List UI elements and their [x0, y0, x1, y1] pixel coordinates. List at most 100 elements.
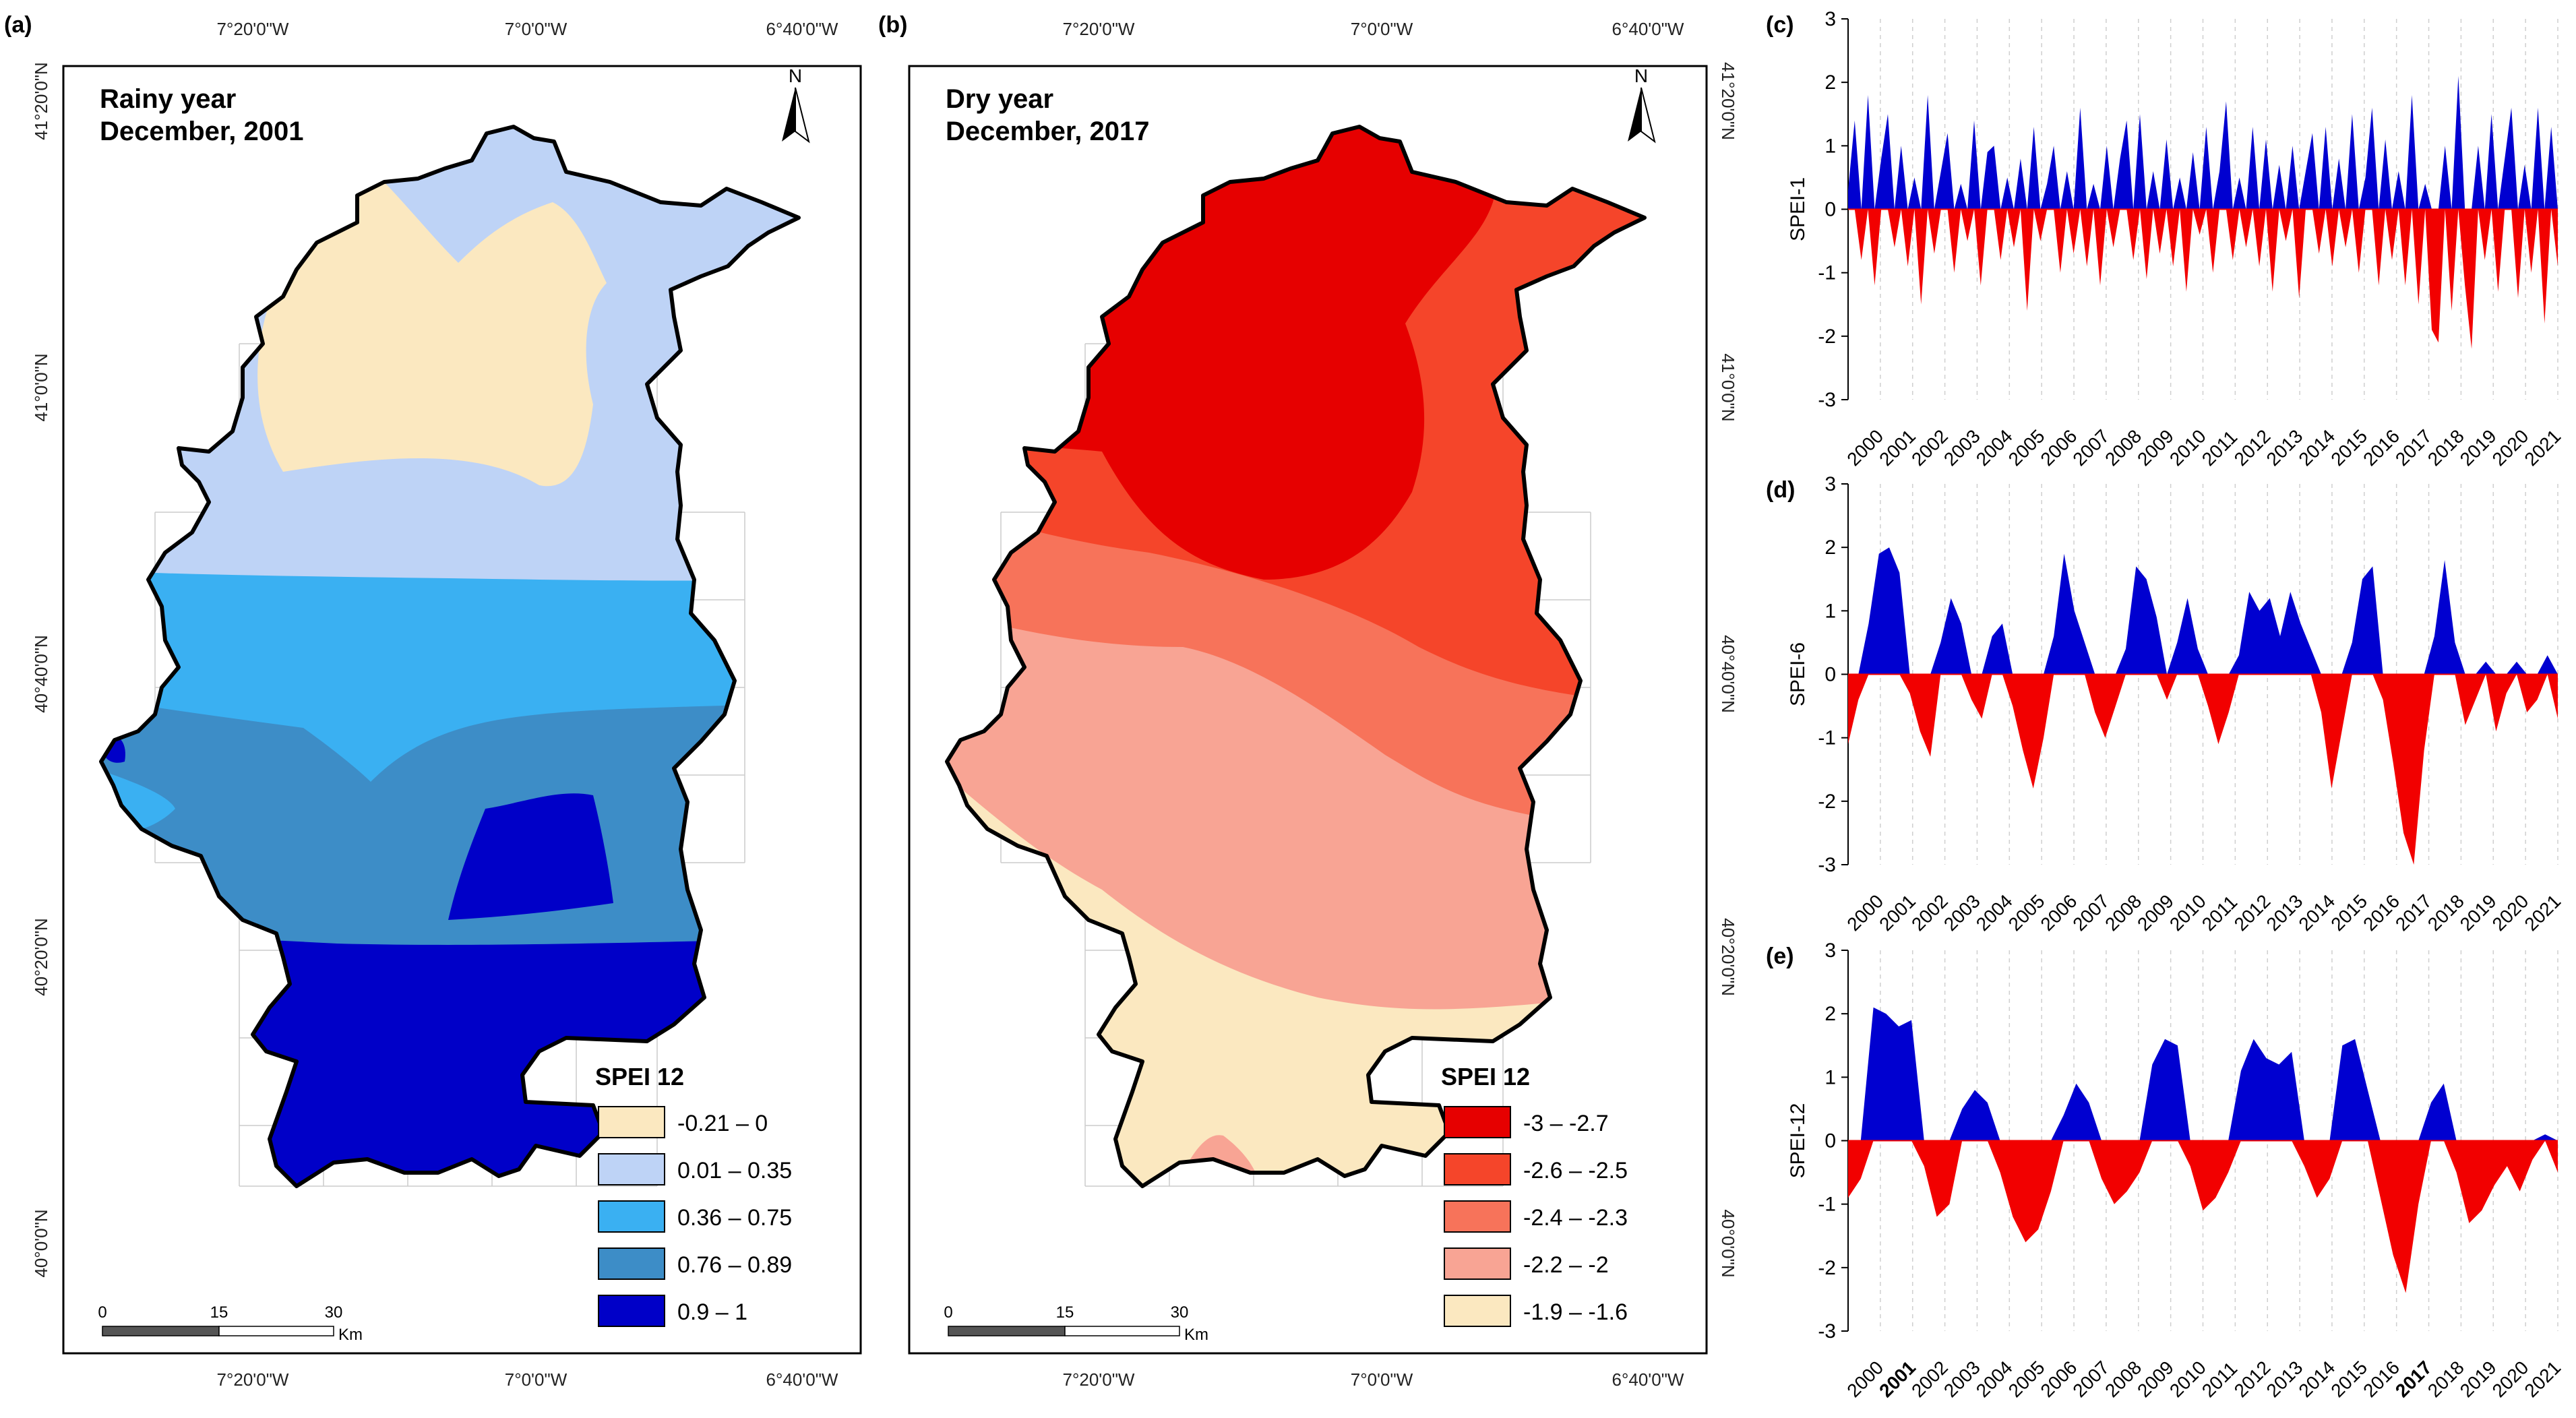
x-tick-label: 2002 [1907, 890, 1952, 935]
panel-a-legend-title: SPEI 12 [595, 1063, 684, 1090]
legend-a-swatch-3 [598, 1200, 665, 1233]
panel-b-top-coord-3: 6°40'0"W [1612, 19, 1684, 39]
y-tick-label: -3 [1818, 1320, 1836, 1343]
svg-text:N: N [789, 65, 802, 86]
x-tick-label: 2002 [1907, 425, 1952, 470]
x-tick-label: 2018 [2424, 890, 2468, 935]
panel-b-legend-title: SPEI 12 [1441, 1063, 1530, 1090]
y-axis-label: SPEI-1 [1787, 177, 1809, 241]
x-tick-label: 2014 [2294, 1357, 2339, 1401]
x-tick-label: 2000 [1843, 425, 1887, 470]
y-tick-label: 0 [1824, 199, 1836, 221]
panel-a-bottom-coord-2: 7°0'0"W [505, 1369, 568, 1390]
x-tick-label: 2010 [2166, 890, 2210, 935]
legend-b-swatch-3 [1444, 1200, 1511, 1233]
panel-a-left-coord-1: 41°20'0"N [31, 62, 51, 140]
y-tick-label: -3 [1818, 854, 1836, 876]
zone-a-5 [257, 175, 607, 487]
panel-b-right-coord-1: 41°20'0"N [1718, 62, 1738, 140]
y-tick-label: -2 [1818, 791, 1836, 813]
series-negative-area [1848, 674, 2558, 865]
panel-b-map: (b) 7°20'0"W 7°0'0"W 6°40'0"W 7°20'0"W 7… [878, 12, 1738, 1390]
y-tick-label: -2 [1818, 1257, 1836, 1279]
chart-panel-label: (e) [1766, 944, 1794, 969]
legend-a-label-3: 0.36 – 0.75 [677, 1205, 792, 1231]
y-tick-label: 0 [1824, 664, 1836, 686]
panel-b-bottom-coord-3: 6°40'0"W [1612, 1369, 1684, 1390]
x-tick-label: 2007 [2068, 425, 2113, 470]
legend-a-swatch-5 [598, 1295, 665, 1327]
x-tick-label: 2006 [2037, 1357, 2081, 1401]
x-tick-label: 2005 [2004, 1357, 2049, 1401]
x-tick-label: 2021 [2520, 425, 2565, 470]
svg-text:Km: Km [338, 1326, 363, 1344]
panel-a-label: (a) [4, 12, 32, 38]
x-tick-label: 2007 [2068, 890, 2113, 935]
x-tick-label: 2000 [1843, 890, 1887, 935]
panel-a-scale-bar: 0 15 30 Km [98, 1303, 363, 1344]
legend-b-label-5: -1.9 – -1.6 [1523, 1299, 1628, 1325]
legend-b-swatch-5 [1444, 1295, 1511, 1327]
x-tick-label: 2004 [1972, 1357, 2017, 1401]
panel-b-bottom-coord-2: 7°0'0"W [1351, 1369, 1413, 1390]
y-axis-label: SPEI-6 [1787, 642, 1809, 706]
y-tick-label: 1 [1824, 1066, 1836, 1088]
x-tick-label: 2013 [2263, 425, 2307, 470]
legend-a-label-4: 0.76 – 0.89 [677, 1252, 792, 1278]
x-tick-label: 2020 [2488, 425, 2533, 470]
series-negative-area [1848, 209, 2558, 349]
x-tick-label: 2008 [2101, 890, 2145, 935]
x-tick-label: 2011 [2198, 427, 2242, 470]
y-tick-label: 3 [1824, 473, 1836, 495]
x-tick-label: 2006 [2037, 890, 2081, 935]
x-tick-label: 2018 [2424, 1357, 2468, 1401]
panel-a-top-coord-3: 6°40'0"W [766, 19, 838, 39]
x-tick-label: 2019 [2456, 425, 2501, 470]
legend-b-label-2: -2.6 – -2.5 [1523, 1158, 1628, 1183]
x-tick-label: 2009 [2133, 425, 2178, 470]
x-tick-label: 2012 [2230, 425, 2275, 470]
x-tick-label: 2003 [1940, 1357, 1984, 1401]
chart-panel-label: (d) [1766, 477, 1795, 503]
x-tick-label: 2001 [1875, 890, 1920, 935]
y-tick-label: 1 [1824, 135, 1836, 157]
panel-a-title-line1: Rainy year [100, 84, 236, 114]
x-tick-label: 2017 [2391, 1357, 2436, 1401]
panel-b-scale-bar: 0 15 30 Km [944, 1303, 1208, 1344]
series-positive-area [1848, 1007, 2558, 1141]
y-tick-label: -2 [1818, 326, 1836, 348]
x-tick-label: 2013 [2263, 1357, 2307, 1401]
x-tick-label: 2014 [2294, 425, 2339, 470]
x-tick-label: 2004 [1972, 425, 2017, 470]
x-tick-label: 2012 [2230, 1357, 2275, 1401]
legend-a-swatch-2 [598, 1153, 665, 1185]
legend-a-label-2: 0.01 – 0.35 [677, 1158, 792, 1183]
x-tick-label: 2005 [2004, 425, 2049, 470]
panel-b-right-coord-5: 40°0'0"N [1718, 1209, 1738, 1277]
x-tick-label: 2012 [2230, 890, 2275, 935]
panel-b-right-coord-2: 41°0'0"N [1718, 353, 1738, 421]
y-axis-label: SPEI-12 [1787, 1103, 1809, 1179]
chart-spei-6: (d) 3210-1-2-3SPEI-6200020012002200320042… [1766, 473, 2565, 935]
panel-a-legend: SPEI 12 -0.21 – 0 0.01 – 0.35 0.36 – 0.7… [595, 1063, 792, 1327]
x-tick-label: 2015 [2327, 890, 2371, 935]
legend-a-label-5: 0.9 – 1 [677, 1299, 747, 1325]
legend-a-swatch-1 [598, 1106, 665, 1138]
panel-a-top-coord-2: 7°0'0"W [505, 19, 568, 39]
panel-b-title-line2: December, 2017 [946, 117, 1149, 146]
x-tick-label: 2016 [2359, 425, 2403, 470]
x-tick-label: 2003 [1940, 890, 1984, 935]
panel-b-north-arrow-icon: N [1628, 65, 1656, 144]
x-tick-label: 2019 [2456, 1357, 2501, 1401]
x-tick-label: 2011 [2198, 1358, 2242, 1402]
x-tick-label: 2013 [2263, 890, 2307, 935]
svg-text:30: 30 [1171, 1303, 1189, 1322]
legend-a-label-1: -0.21 – 0 [677, 1111, 768, 1136]
zone-a-east-patch [448, 793, 613, 920]
x-tick-label: 2006 [2037, 425, 2081, 470]
y-tick-label: -3 [1818, 389, 1836, 411]
x-tick-label: 2001 [1875, 425, 1920, 470]
series-positive-area [1848, 75, 2558, 210]
x-tick-label: 2021 [2520, 890, 2565, 935]
x-tick-label: 2000 [1843, 1357, 1887, 1401]
